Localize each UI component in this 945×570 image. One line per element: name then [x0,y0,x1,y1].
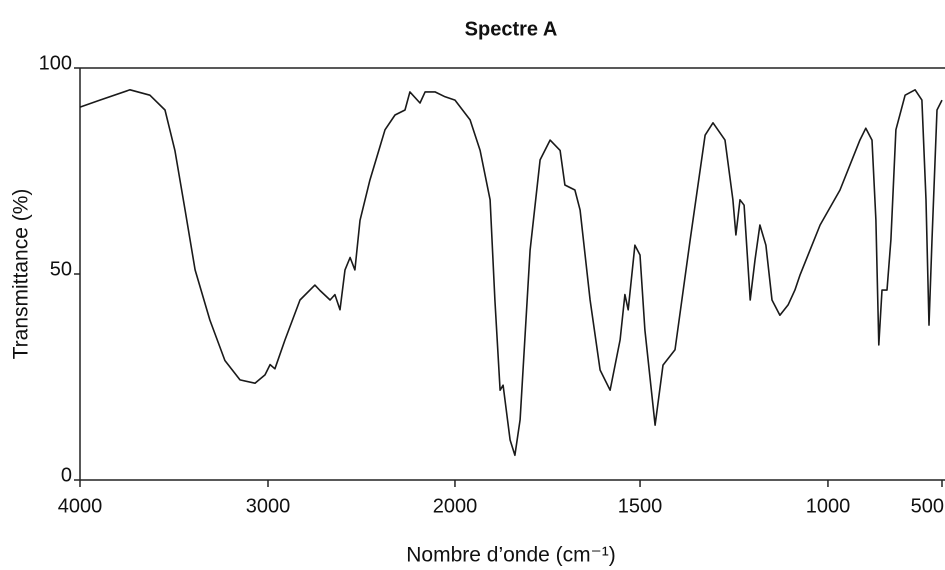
chart-title: Spectre A [465,18,558,40]
x-tick-label: 500 [911,495,944,517]
x-tick-label: 2000 [433,495,478,517]
x-axis-label: Nombre d’onde (cm⁻¹) [406,544,615,567]
spectrum-line [79,89,943,457]
y-axis-label: Transmittance (%) [10,189,33,360]
x-tick-label: 3000 [246,495,291,517]
x-tick-label: 1500 [618,495,663,517]
x-tick-label: 1000 [806,495,851,517]
x-tick-label: 4000 [58,495,103,517]
y-tick-label: 100 [39,52,72,74]
y-tick-label: 50 [50,258,72,280]
y-tick-label: 0 [61,464,72,486]
